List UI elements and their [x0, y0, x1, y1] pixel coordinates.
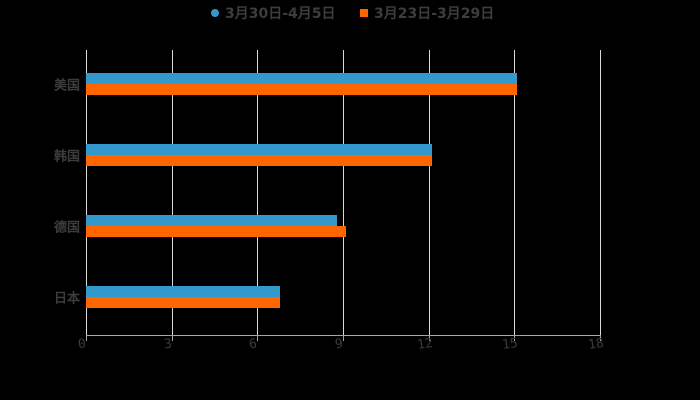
x-axis-tick [172, 335, 173, 341]
gridline [514, 50, 515, 335]
x-axis-tick [600, 335, 601, 341]
bar[interactable] [86, 143, 432, 155]
bar[interactable] [86, 154, 432, 166]
chart-legend: 3月30日-4月5日 3月23日-3月29日 [0, 3, 700, 23]
bar[interactable] [86, 226, 346, 238]
gridline [600, 50, 601, 335]
gridline [343, 50, 344, 335]
x-axis-tick-label: 18 [587, 335, 605, 354]
bar[interactable] [86, 72, 518, 84]
legend-label: 3月23日-3月29日 [374, 6, 495, 22]
y-axis-category-label: 美国 [53, 78, 80, 94]
bar[interactable] [86, 215, 338, 227]
x-axis-tick [86, 335, 87, 341]
x-axis-tick [429, 335, 430, 341]
gridline [86, 50, 87, 335]
x-axis-tick [257, 335, 258, 341]
bar[interactable] [86, 297, 281, 309]
gridline [257, 50, 258, 335]
y-axis-category-label: 德国 [53, 220, 80, 236]
legend-square-marker-icon [360, 9, 368, 17]
gridline [429, 50, 430, 335]
gridline [172, 50, 173, 335]
y-axis-category-label: 日本 [53, 291, 80, 307]
x-axis-tick-label: 12 [416, 335, 434, 354]
legend-item-series-1[interactable]: 3月30日-4月5日 [211, 3, 336, 23]
bar[interactable] [86, 83, 518, 95]
legend-item-series-2[interactable]: 3月23日-3月29日 [360, 3, 494, 23]
legend-label: 3月30日-4月5日 [225, 6, 336, 22]
x-axis-tick [343, 335, 344, 341]
bar[interactable] [86, 286, 281, 298]
x-axis-line [86, 335, 601, 336]
x-axis-tick-label: 15 [501, 335, 519, 354]
y-axis-category-label: 韩国 [53, 149, 80, 165]
x-axis-tick [514, 335, 515, 341]
legend-circle-marker-icon [211, 9, 219, 17]
